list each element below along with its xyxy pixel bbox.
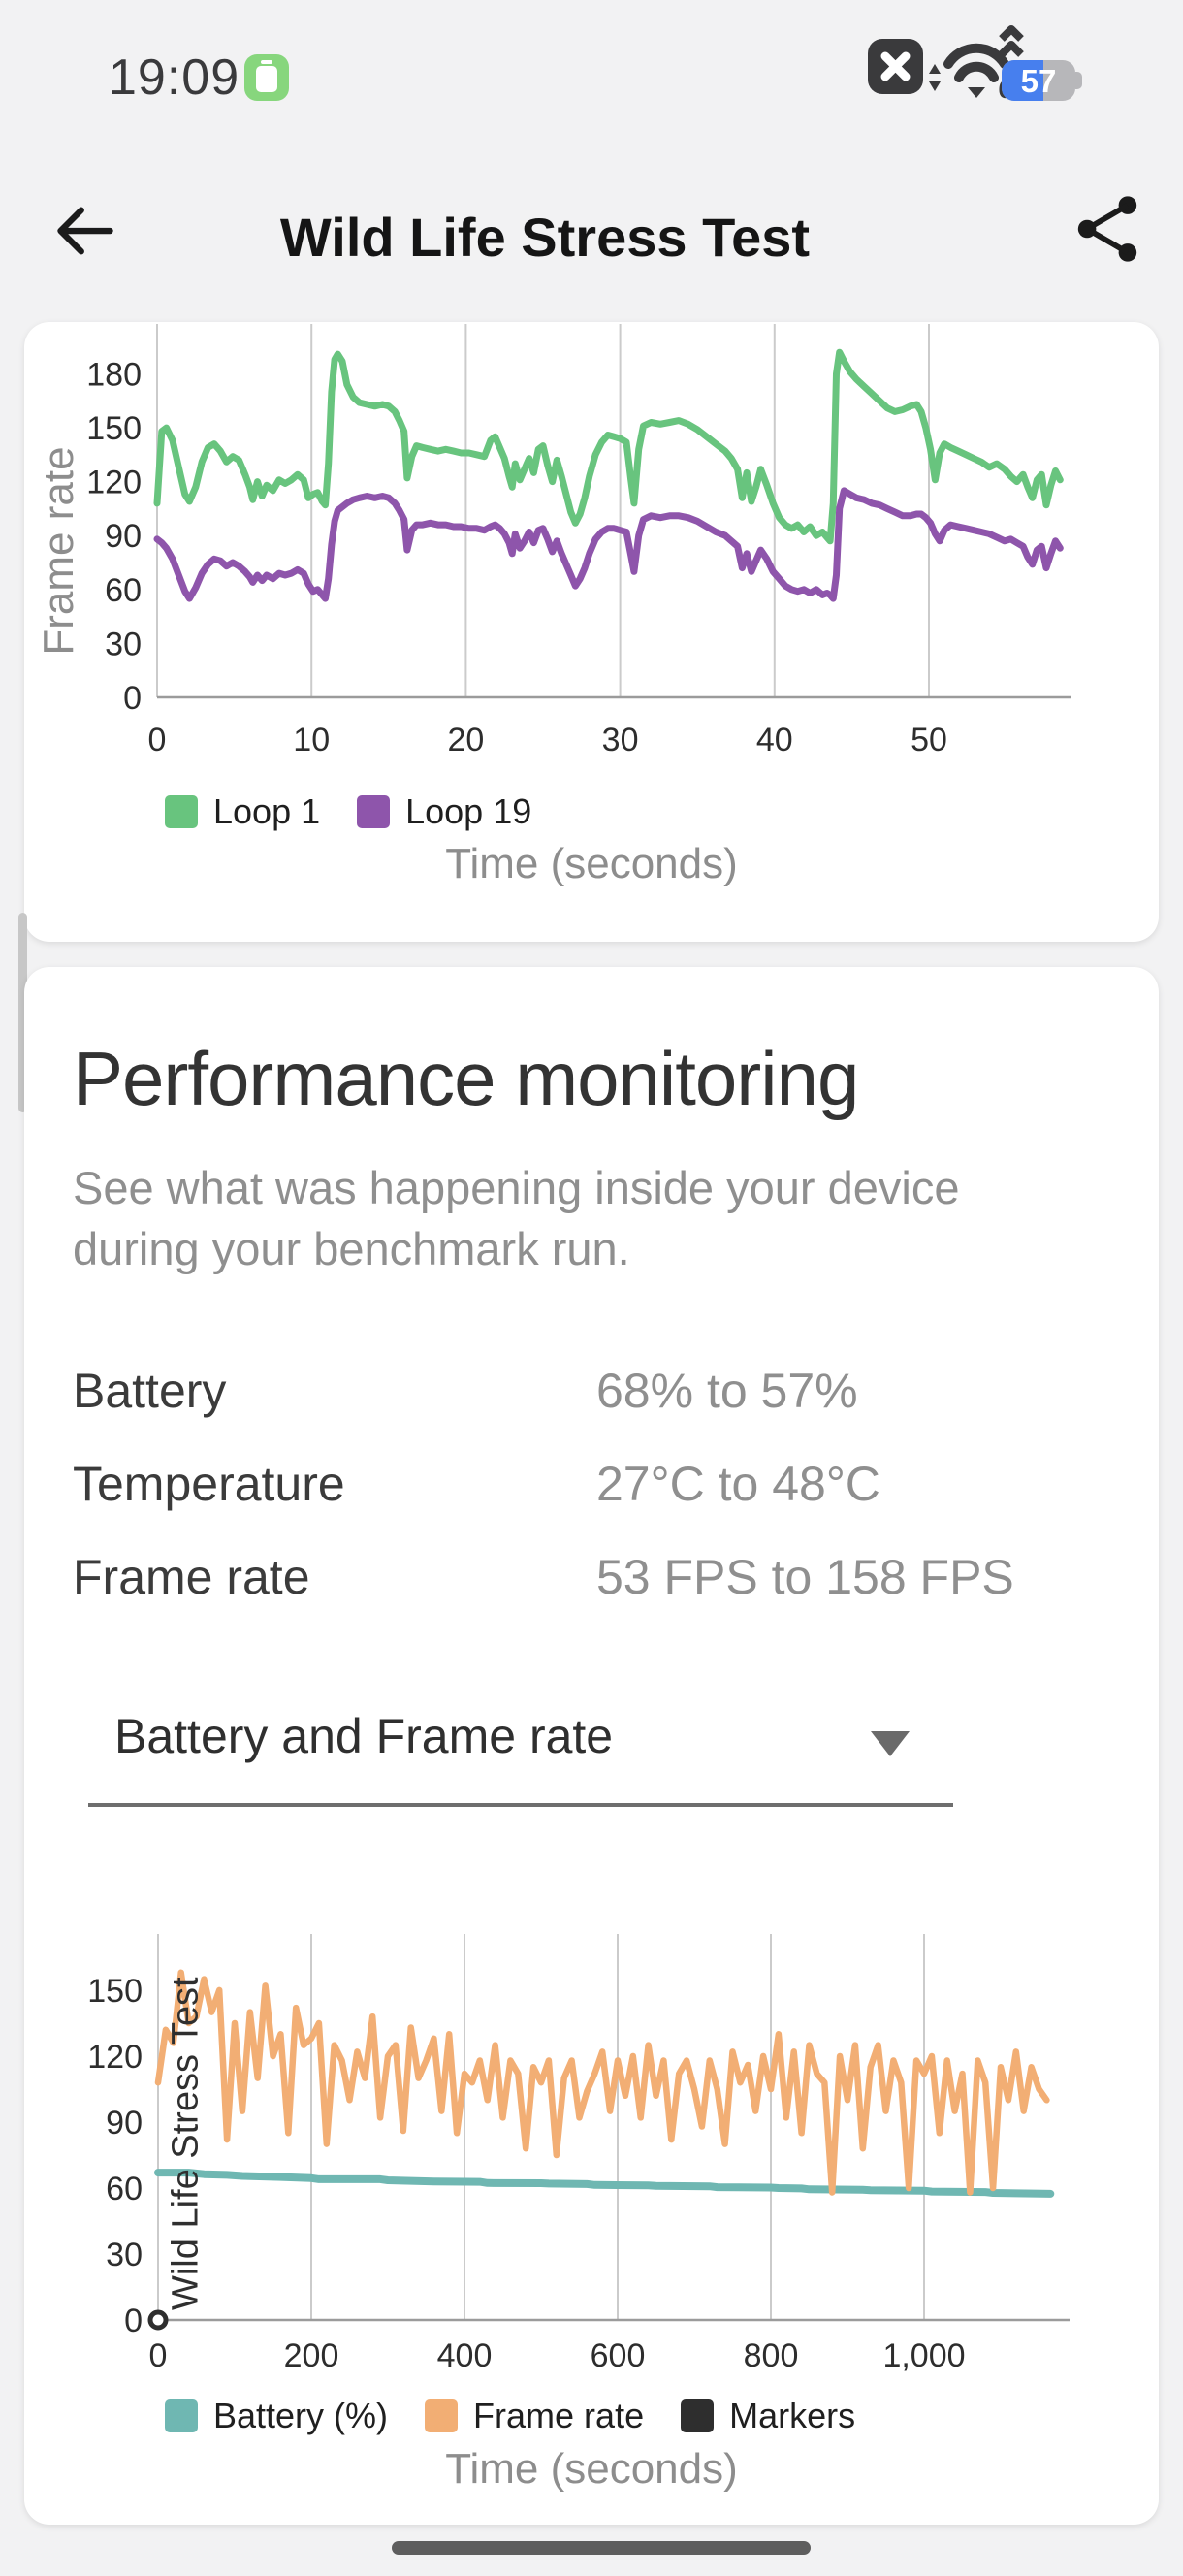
svg-text:150: 150	[86, 410, 142, 447]
stat-label-temperature: Temperature	[73, 1457, 345, 1511]
charging-chevrons-icon	[999, 25, 1024, 57]
battery-app-icon	[244, 54, 289, 101]
svg-text:Wild Life Stress Test: Wild Life Stress Test	[165, 1977, 206, 2310]
svg-text:120: 120	[87, 2039, 143, 2076]
framerate-swatch	[425, 2399, 459, 2432]
battery-fill	[1002, 60, 1044, 101]
battery-glyph	[256, 66, 277, 92]
legend-item-framerate: Frame rate	[425, 2396, 644, 2436]
battery-percent: 57	[1020, 63, 1057, 99]
no-sim-icon	[868, 39, 923, 94]
legend-item-loop19: Loop 19	[357, 791, 531, 832]
section-description: See what was happening inside your devic…	[73, 1162, 960, 1274]
battery-pill: 57	[1002, 60, 1075, 101]
svg-text:90: 90	[105, 518, 142, 555]
svg-text:180: 180	[86, 356, 142, 393]
legend-item-markers: Markers	[681, 2396, 855, 2436]
back-button[interactable]	[52, 198, 118, 264]
stat-value-temperature: 27°C to 48°C	[596, 1457, 880, 1511]
svg-text:200: 200	[284, 2337, 339, 2374]
svg-text:0: 0	[123, 680, 142, 717]
x-axis-title: Time (seconds)	[445, 840, 738, 887]
battery-glyph-cap	[261, 60, 272, 64]
battery-indicator: 57	[991, 25, 1121, 107]
stat-label-framerate: Frame rate	[73, 1550, 310, 1604]
chart-legend: Loop 1 Loop 19	[165, 791, 531, 832]
svg-text:60: 60	[106, 2171, 143, 2207]
svg-text:1,000: 1,000	[882, 2337, 965, 2374]
svg-text:400: 400	[437, 2337, 493, 2374]
svg-text:90: 90	[106, 2105, 143, 2141]
clock: 19:09	[109, 49, 240, 106]
svg-text:120: 120	[86, 465, 142, 501]
loop-comparison-chart: 0 10 20 30 40 50 0 30 60 90 120 150 180	[86, 324, 1071, 758]
svg-text:30: 30	[106, 2237, 143, 2273]
svg-text:60: 60	[105, 572, 142, 609]
share-icon	[1077, 195, 1137, 262]
svg-text:0: 0	[148, 722, 167, 758]
legend-item-battery: Battery (%)	[165, 2396, 388, 2436]
scrollbar-thumb[interactable]	[18, 913, 27, 1112]
dropdown-underline	[88, 1803, 953, 1807]
share-button[interactable]	[1072, 192, 1142, 268]
markers-swatch	[681, 2399, 715, 2432]
battery-framerate-chart: 0 200 400 600 800 1,000 0 30 60 90 120 150 Wild Life…	[87, 1934, 1070, 2374]
loop19-swatch	[357, 795, 391, 828]
svg-text:30: 30	[105, 626, 142, 662]
status-bar: 19:09 6 57	[0, 0, 1183, 126]
performance-card: Performance monitoring See what was happ…	[24, 967, 1159, 2525]
x-axis-title-2: Time (seconds)	[445, 2445, 738, 2493]
battery-nub	[1075, 72, 1082, 89]
svg-text:0: 0	[149, 2337, 168, 2374]
chevron-down-icon	[871, 1731, 910, 1756]
svg-text:30: 30	[602, 722, 639, 758]
battery-swatch	[165, 2399, 198, 2432]
stat-value-framerate: 53 FPS to 158 FPS	[596, 1550, 1014, 1604]
svg-text:40: 40	[756, 722, 793, 758]
legend-item-loop1: Loop 1	[165, 791, 320, 832]
frame-rate-card: 0 10 20 30 40 50 0 30 60 90 120 150 180 Frame rate L…	[24, 322, 1159, 942]
section-heading: Performance monitoring	[73, 1036, 859, 1121]
stat-value-battery: 68% to 57%	[596, 1364, 858, 1418]
dropdown-value: Battery and Frame rate	[114, 1709, 614, 1763]
svg-text:600: 600	[591, 2337, 646, 2374]
svg-text:50: 50	[911, 722, 947, 758]
stat-label-battery: Battery	[73, 1364, 227, 1418]
svg-text:150: 150	[87, 1973, 143, 2010]
svg-text:10: 10	[293, 722, 330, 758]
svg-text:800: 800	[744, 2337, 799, 2374]
chart-legend-2: Battery (%) Frame rate Markers	[165, 2396, 855, 2436]
svg-text:20: 20	[447, 722, 484, 758]
page-title: Wild Life Stress Test	[279, 207, 811, 268]
loop1-swatch	[165, 795, 198, 828]
back-arrow-icon	[57, 207, 113, 255]
gesture-pill[interactable]	[392, 2541, 811, 2555]
svg-text:0: 0	[124, 2302, 143, 2339]
metric-dropdown[interactable]: Battery and Frame rate	[88, 1689, 953, 1807]
y-axis-title: Frame rate	[35, 446, 82, 656]
